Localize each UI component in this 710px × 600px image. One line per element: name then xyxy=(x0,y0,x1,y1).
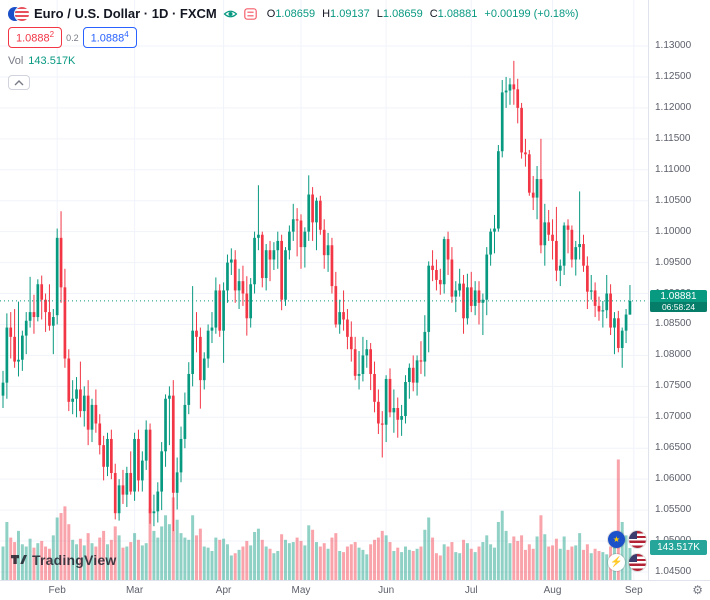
symbol-title[interactable]: Euro / U.S. Dollar · 1D · FXCM xyxy=(34,6,217,21)
price-axis-label: 1.07000 xyxy=(655,411,692,423)
price-axis-label: 1.10000 xyxy=(655,225,692,237)
high-label: H xyxy=(322,7,331,20)
price-axis-label: 1.09500 xyxy=(655,256,692,268)
price-axis-label: 1.08500 xyxy=(655,318,692,330)
low-label: L xyxy=(376,7,383,20)
spread-value: 0.2 xyxy=(66,32,79,43)
open-label: O xyxy=(266,7,276,20)
volume-legend[interactable]: Vol 143.517K xyxy=(8,55,579,67)
price-axis-label: 1.06500 xyxy=(655,442,692,454)
price-axis-label: 1.11500 xyxy=(655,132,691,144)
tradingview-logo-text: TradingView xyxy=(32,551,117,568)
lightning-icon[interactable]: ⚡ xyxy=(608,554,625,571)
price-axis-label: 1.13000 xyxy=(655,40,692,51)
trade-buttons: 1.08882 0.2 1.08884 xyxy=(8,27,579,49)
price-axis-label: 1.08000 xyxy=(655,349,692,361)
eye-icon[interactable] xyxy=(223,8,238,20)
price-axis-label: 1.12000 xyxy=(655,101,692,113)
time-axis-label: Jul xyxy=(464,585,478,596)
price-axis-label: 1.07500 xyxy=(655,380,692,392)
time-axis-label: May xyxy=(291,585,311,596)
time-axis[interactable]: Feb Mar Apr May Jun Jul Aug Sep ⚙ xyxy=(0,580,710,600)
open-value: 1.08659 xyxy=(275,7,316,20)
event-markers: ★ ⚡ xyxy=(600,531,646,571)
time-axis-label: Mar xyxy=(125,585,144,596)
us-flag-icon[interactable] xyxy=(629,531,646,548)
close-value: 1.08881 xyxy=(437,7,478,20)
tradingview-logo[interactable]: TradingView xyxy=(10,551,116,568)
high-value: 1.09137 xyxy=(330,7,370,20)
collapse-pane-button[interactable] xyxy=(8,75,30,91)
time-axis-label: Aug xyxy=(543,585,562,596)
settings-gear-icon[interactable]: ⚙ xyxy=(692,583,703,597)
sell-button[interactable]: 1.08882 xyxy=(8,27,63,49)
symbol-pair-icon xyxy=(8,6,29,21)
volume-value: 143.517K xyxy=(28,55,76,68)
price-axis-label: 1.10500 xyxy=(655,194,692,206)
us-flag-icon[interactable] xyxy=(629,554,646,571)
tradingview-logo-mark xyxy=(11,555,27,564)
time-axis-label: Apr xyxy=(215,585,232,596)
buy-button[interactable]: 1.08884 xyxy=(82,27,137,49)
chart-legend: Euro / U.S. Dollar · 1D · FXCM O1.08659 … xyxy=(8,6,579,91)
volume-badge: 143.517K xyxy=(650,539,707,555)
price-axis-label: 1.12500 xyxy=(655,70,692,82)
price-chart-canvas[interactable] xyxy=(0,0,648,580)
price-axis-label: 1.04500 xyxy=(655,566,692,577)
last-price-badge: 1.08881 06:58:24 xyxy=(650,289,707,312)
last-price-value: 1.08881 xyxy=(660,290,697,302)
ohlc-readout: O1.08659 H1.09137 L1.08659 C1.08881 +0.0… xyxy=(267,8,579,20)
price-axis-label: 1.05500 xyxy=(655,504,692,516)
time-axis-label: Sep xyxy=(624,585,643,596)
change-value: +0.00199 (+0.18%) xyxy=(484,7,579,20)
price-axis-label: 1.06000 xyxy=(655,473,692,485)
time-axis-label: Feb xyxy=(48,585,66,596)
quick-menu-icon[interactable] xyxy=(243,7,257,20)
price-axis-label: 1.11000 xyxy=(655,163,691,175)
volume-label: Vol xyxy=(8,55,24,68)
price-axis[interactable]: 1.08881 06:58:24 143.517K 1.13000 1.12500… xyxy=(648,0,710,580)
close-label: C xyxy=(429,7,438,20)
bar-countdown: 06:58:24 xyxy=(650,301,707,312)
time-axis-label: Jun xyxy=(378,585,395,596)
low-value: 1.08659 xyxy=(382,7,423,20)
eu-flag-icon[interactable]: ★ xyxy=(608,531,625,548)
